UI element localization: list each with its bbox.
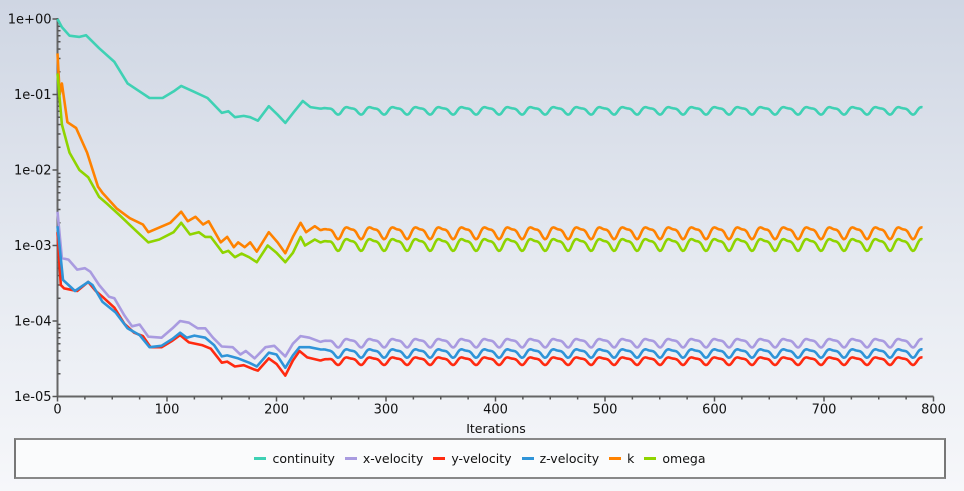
x-tick-label: 0 bbox=[53, 403, 61, 418]
legend: continuity x-velocity y-velocity z-velocity… bbox=[14, 438, 946, 479]
x-tick-label: 600 bbox=[702, 403, 727, 418]
x-tick-label: 700 bbox=[812, 403, 837, 418]
x-tick-label: 400 bbox=[483, 403, 508, 418]
legend-item-continuity[interactable]: continuity bbox=[254, 451, 335, 466]
series-line-y-velocity bbox=[56, 232, 923, 377]
y-tick-label: 1e-05 bbox=[14, 390, 52, 405]
legend-swatch bbox=[521, 457, 534, 460]
y-tick-label: 1e-02 bbox=[14, 164, 52, 179]
legend-item-omega[interactable]: omega bbox=[644, 451, 706, 466]
x-tick-label: 500 bbox=[593, 403, 618, 418]
y-tick-label: 1e+00 bbox=[8, 13, 52, 28]
legend-swatch bbox=[644, 457, 657, 460]
series-line-z-velocity bbox=[56, 226, 923, 370]
y-tick-label: 1e-03 bbox=[14, 239, 52, 254]
x-tick-label: 800 bbox=[921, 403, 946, 418]
legend-label: continuity bbox=[272, 451, 335, 466]
legend-label: k bbox=[627, 451, 635, 466]
series-line-x-velocity bbox=[56, 211, 923, 360]
series-line-continuity bbox=[56, 18, 923, 125]
legend-label: x-velocity bbox=[362, 451, 424, 466]
legend-label: omega bbox=[662, 451, 706, 466]
legend-item-x-velocity[interactable]: x-velocity bbox=[344, 451, 424, 466]
series-line-k bbox=[56, 53, 923, 255]
x-axis-label: Iterations bbox=[466, 421, 526, 436]
y-tick-label: 1e-01 bbox=[14, 88, 52, 103]
legend-swatch bbox=[344, 457, 357, 460]
legend-swatch bbox=[254, 457, 267, 460]
legend-label: y-velocity bbox=[451, 451, 512, 466]
legend-item-k[interactable]: k bbox=[609, 451, 634, 466]
legend-swatch bbox=[609, 457, 622, 460]
x-tick-label: 300 bbox=[374, 403, 399, 418]
x-tick-label: 100 bbox=[155, 403, 180, 418]
series-line-omega bbox=[56, 73, 923, 264]
legend-label: z-velocity bbox=[539, 451, 600, 466]
legend-swatch bbox=[433, 457, 446, 460]
y-tick-label: 1e-04 bbox=[14, 315, 52, 330]
legend-item-y-velocity[interactable]: y-velocity bbox=[433, 451, 512, 466]
x-tick-label: 200 bbox=[264, 403, 289, 418]
legend-item-z-velocity[interactable]: z-velocity bbox=[521, 451, 600, 466]
